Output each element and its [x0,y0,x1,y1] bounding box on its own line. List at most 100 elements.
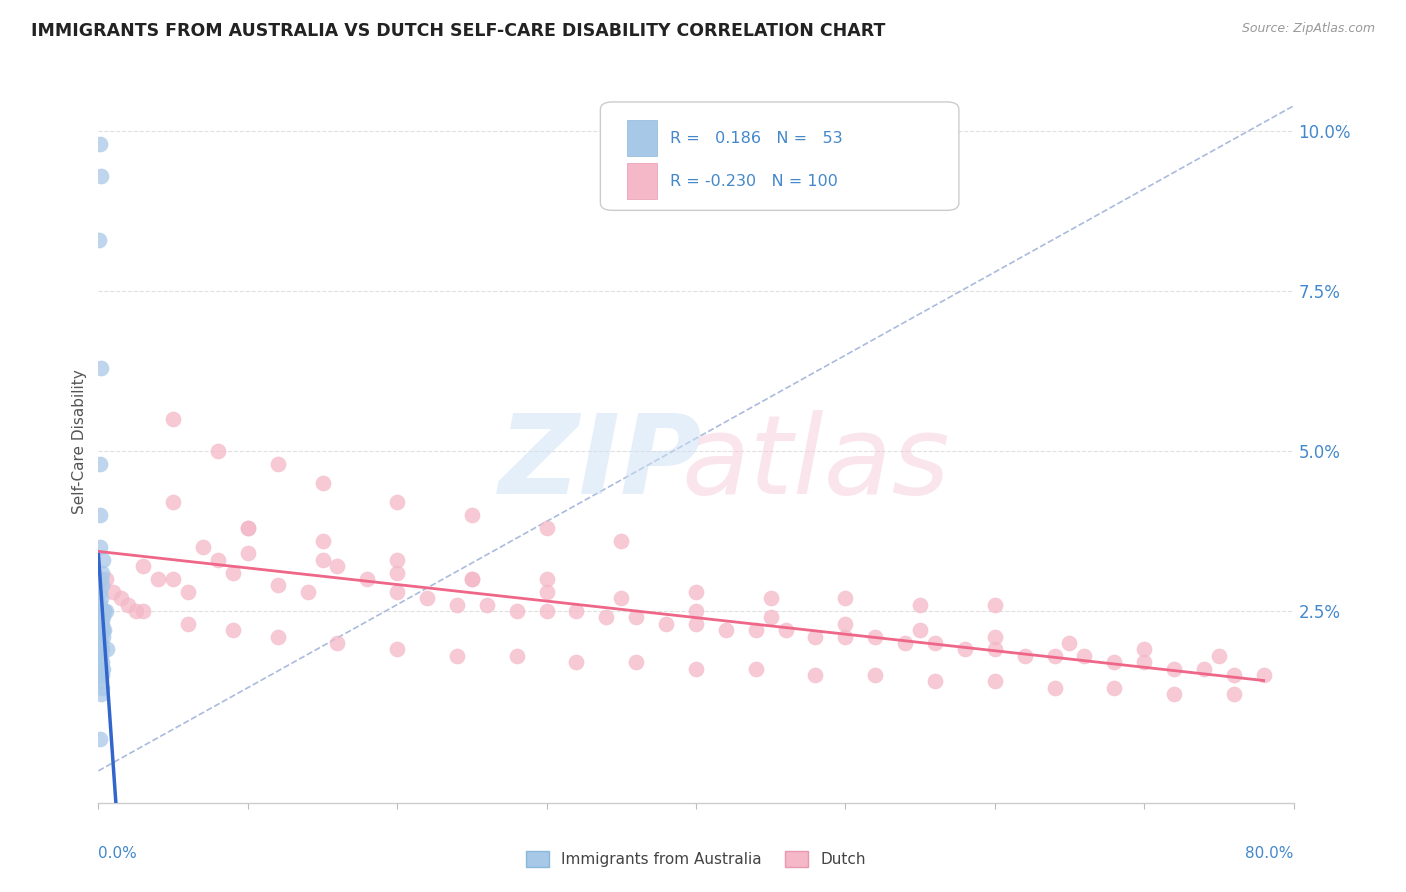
Point [461,508,484,522]
Point [89,508,111,522]
Point [326,559,349,574]
Point [506,648,529,663]
Point [89,598,111,612]
Point [1104,655,1126,669]
Point [908,623,931,637]
Point [90,169,112,184]
Point [89,636,111,650]
Point [96,642,118,657]
Point [1223,668,1246,682]
Point [1014,648,1036,663]
Point [162,495,184,509]
Point [759,610,782,624]
Point [267,630,290,644]
Point [834,616,856,631]
Point [311,553,333,567]
Point [207,553,229,567]
Point [91,630,114,644]
Point [1133,655,1156,669]
Point [536,604,558,618]
Point [385,584,409,599]
Point [984,598,1007,612]
Point [177,584,200,599]
Point [385,495,409,509]
Point [191,540,214,554]
Point [1043,681,1066,695]
Point [91,616,114,631]
Point [461,572,484,586]
Point [89,630,111,644]
Point [236,546,259,560]
Point [924,636,946,650]
Point [89,610,111,624]
Point [132,604,155,618]
Point [91,604,114,618]
Point [89,731,111,746]
Point [626,610,648,624]
Point [110,591,132,606]
Point [90,648,112,663]
Point [90,623,112,637]
Point [685,584,707,599]
Point [89,584,111,599]
Point [804,668,827,682]
Point [177,616,200,631]
Point [162,572,184,586]
FancyBboxPatch shape [600,102,959,211]
Point [90,572,112,586]
Point [93,604,115,618]
Point [91,610,114,624]
Point [626,655,648,669]
Point [385,642,409,657]
Point [865,630,887,644]
Point [132,559,155,574]
Point [90,591,112,606]
Point [416,591,439,606]
FancyBboxPatch shape [627,120,657,156]
Point [385,553,409,567]
Point [91,610,114,624]
Point [207,444,229,458]
Point [90,642,112,657]
Point [311,476,333,491]
Legend: Immigrants from Australia, Dutch: Immigrants from Australia, Dutch [526,852,866,867]
Text: R = -0.230   N = 100: R = -0.230 N = 100 [669,174,838,189]
Point [475,598,498,612]
Point [385,566,409,580]
Point [89,457,111,471]
Point [834,630,856,644]
Text: R =   0.186   N =   53: R = 0.186 N = 53 [669,130,842,145]
Point [91,623,114,637]
Point [94,604,117,618]
Point [90,610,112,624]
Point [745,623,768,637]
Point [908,598,931,612]
Point [89,668,111,682]
Point [91,566,114,580]
Point [536,572,558,586]
Point [1059,636,1081,650]
Point [90,604,112,618]
Point [90,578,112,592]
Point [117,598,139,612]
Point [90,361,112,376]
Point [1043,648,1066,663]
Point [1192,661,1215,675]
Point [297,584,319,599]
Text: ZIP: ZIP [499,409,702,516]
Point [461,572,484,586]
Point [90,604,112,618]
Point [1163,661,1185,675]
Point [536,521,558,535]
Point [90,642,112,657]
Point [984,674,1007,689]
Point [148,572,170,586]
FancyBboxPatch shape [627,163,657,200]
Point [311,533,333,548]
Point [865,668,887,682]
Text: atlas: atlas [681,409,950,516]
Point [267,578,290,592]
Point [90,616,112,631]
Point [94,572,117,586]
Point [1133,642,1156,657]
